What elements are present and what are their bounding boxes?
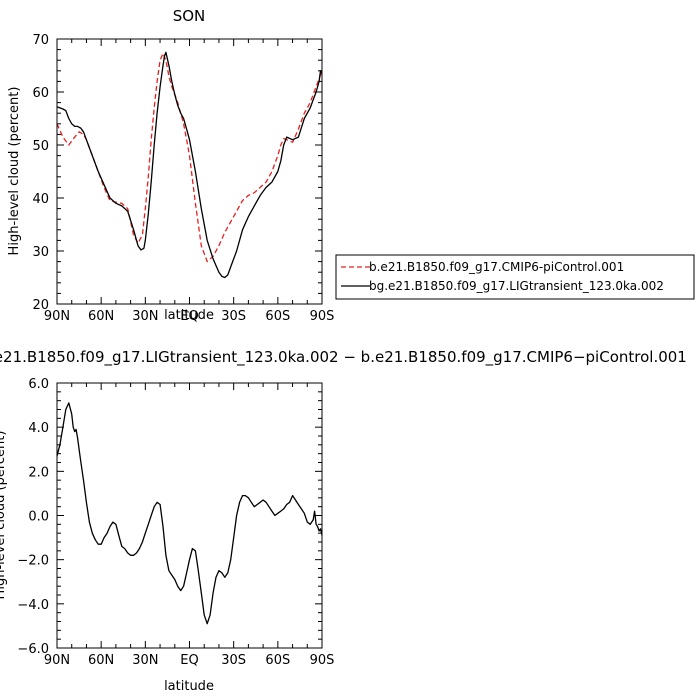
x-tick-label: 60N [88, 653, 114, 668]
x-tick-label: 90S [310, 309, 335, 324]
y-tick-label: 50 [32, 139, 49, 154]
x-tick-label: EQ [180, 309, 198, 324]
x-tick-label: 30S [221, 309, 246, 324]
x-tick-label: 30S [221, 653, 246, 668]
chart-title: SON [173, 7, 206, 25]
plot-area: 90N 60N 30N EQ 30S 60S 90S 20 30 40 50 60 70 [32, 33, 334, 324]
x-tick-label: 90N [44, 309, 70, 324]
y-tick-label: 4.0 [28, 421, 49, 436]
y-tick-label: 30 [32, 245, 49, 260]
y-tick-label: −4.0 [17, 598, 49, 613]
difference-y-axis-label: High-level cloud (percent) [0, 431, 8, 600]
legend-label-control: b.e21.B1850.f09_g17.CMIP6-piControl.001 [369, 260, 624, 274]
x-tick-label: 90N [44, 653, 70, 668]
y-axis-label: High-level cloud (percent) [7, 87, 22, 256]
plot-frame [56, 38, 323, 305]
x-tick-label: EQ [180, 653, 198, 668]
series-line-0 [56, 52, 323, 263]
y-tick-label: 70 [32, 33, 49, 48]
y-tick-label: −6.0 [17, 642, 49, 657]
y-tick-label: 20 [32, 298, 49, 313]
y-tick-label: −2.0 [17, 554, 49, 569]
y-tick-label: 0.0 [28, 510, 49, 525]
series-line-0 [56, 402, 323, 625]
x-tick-label: 60N [88, 309, 114, 324]
difference-plot-frame [56, 382, 323, 649]
x-tick-label: 60S [265, 309, 290, 324]
y-tick-label: 40 [32, 192, 49, 207]
legend-label-transient: bg.e21.B1850.f09_g17.LIGtransient_123.0k… [369, 279, 664, 293]
legend-frame [335, 254, 695, 300]
x-axis-label: latitude [164, 308, 214, 323]
difference-plot-area: 90N 60N 30N EQ 30S 60S 90S −6.0 −4.0 −2.0 0.0 2.0 4.… [17, 377, 334, 668]
y-tick-label: 6.0 [28, 377, 49, 392]
x-tick-label: 90S [310, 653, 335, 668]
x-tick-label: 30N [132, 309, 158, 324]
x-tick-label: 60S [265, 653, 290, 668]
difference-x-axis-label: latitude [164, 679, 214, 694]
y-tick-label: 2.0 [28, 465, 49, 480]
bottom-panel: bg.e21.B1850.f09_g17.LIGtransient_123.0k… [0, 348, 687, 694]
difference-title: bg.e21.B1850.f09_g17.LIGtransient_123.0k… [0, 348, 687, 367]
y-tick-label: 60 [32, 86, 49, 101]
top-panel: SON 90N 60N 30N EQ 30S 60S 90S 20 30 40 50 60 70 lat… [7, 7, 334, 324]
series-line-1 [56, 51, 323, 279]
x-tick-label: 30N [132, 653, 158, 668]
legend: b.e21.B1850.f09_g17.CMIP6-piControl.001 … [335, 254, 695, 300]
